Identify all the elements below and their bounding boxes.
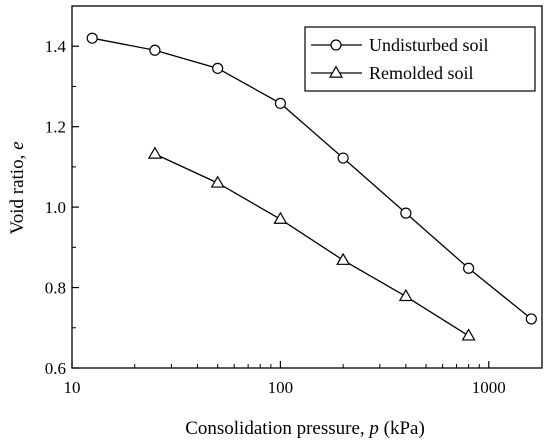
data-point <box>210 175 225 188</box>
legend-label: Undisturbed soil <box>369 35 489 55</box>
y-tick-label: 1.4 <box>45 37 67 56</box>
series-line <box>92 37 532 320</box>
data-point <box>212 62 224 74</box>
data-point <box>463 262 475 274</box>
y-axis-ticks: 0.6 0.8 1.0 1.2 1.4 <box>45 37 79 378</box>
legend: Undisturbed soil Remolded soil <box>304 26 536 92</box>
data-point <box>147 146 162 159</box>
legend-label: Remolded soil <box>369 63 474 83</box>
y-tick-label: 1.2 <box>45 118 66 137</box>
x-axis-label: Consolidation pressure, p (kPa) <box>185 418 425 439</box>
data-point <box>274 97 287 109</box>
y-tick-label: 0.6 <box>45 359 66 378</box>
y-tick-label: 1.0 <box>45 198 66 217</box>
x-tick-label: 1000 <box>472 378 506 397</box>
y-axis-label: Void ratio, e <box>7 141 28 234</box>
data-point <box>86 32 98 44</box>
data-point <box>149 44 161 56</box>
data-point <box>525 313 537 325</box>
legend-marker <box>330 39 342 51</box>
x-tick-label: 10 <box>64 378 81 397</box>
series-line <box>154 153 469 337</box>
plot-frame <box>71 5 543 369</box>
series-1 <box>86 32 537 325</box>
data-point <box>337 152 349 164</box>
data-point <box>336 252 351 265</box>
plot-border <box>71 5 543 369</box>
legend-box <box>304 26 536 92</box>
series-2 <box>147 146 476 341</box>
legend-marker <box>328 65 344 78</box>
series-layer <box>86 32 537 341</box>
data-point <box>461 328 476 341</box>
data-point <box>400 207 412 219</box>
data-point <box>398 288 413 302</box>
x-axis-ticks: 10 100 1000 <box>64 361 506 397</box>
y-tick-label: 0.8 <box>45 279 66 298</box>
data-point <box>273 211 288 224</box>
x-tick-label: 100 <box>268 378 294 397</box>
